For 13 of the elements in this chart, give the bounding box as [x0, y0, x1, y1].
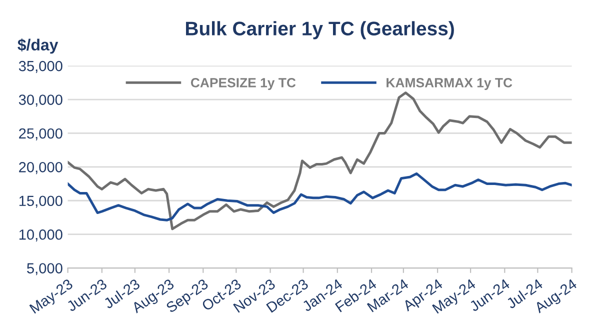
- y-tick-label: 5,000: [27, 263, 62, 276]
- legend-label: CAPESIZE 1y TC: [190, 78, 296, 90]
- y-tick-label: 15,000: [19, 196, 62, 208]
- line-series: [68, 92, 572, 230]
- y-tick-label: 20,000: [19, 162, 62, 174]
- y-tick-label: 25,000: [19, 128, 62, 140]
- line-series: [68, 172, 572, 222]
- y-tick-label: 10,000: [19, 229, 62, 242]
- chart-title: Bulk Carrier 1y TC (Gearless): [186, 21, 454, 40]
- y-tick-label: 30,000: [18, 94, 62, 107]
- legend-label: KAMSARMAX 1y TC: [386, 78, 512, 90]
- y-tick-label: 35,000: [18, 60, 62, 73]
- y-axis-title: $/day: [18, 38, 58, 54]
